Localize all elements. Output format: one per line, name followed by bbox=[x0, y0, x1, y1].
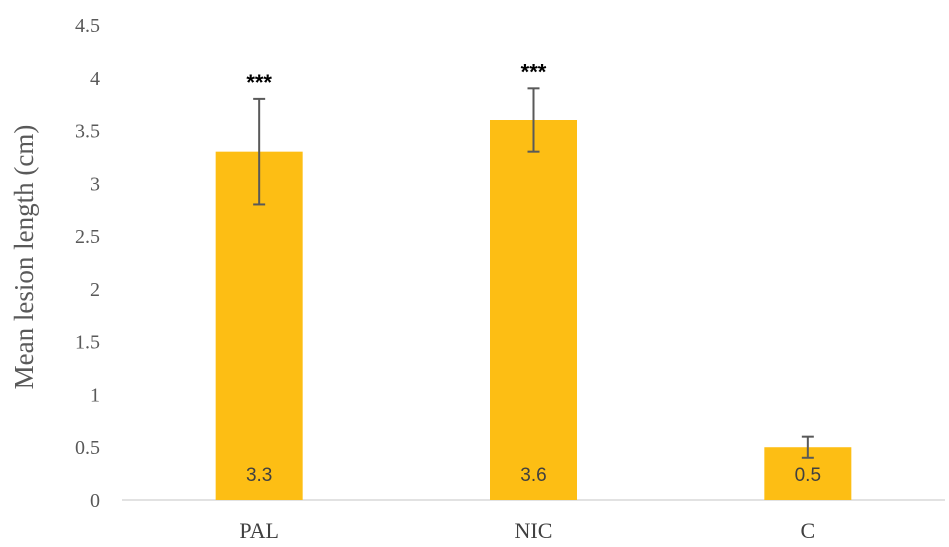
error-bar-pal bbox=[253, 97, 266, 206]
x-tick-label-c: C bbox=[800, 518, 815, 543]
y-tick-label: 1.5 bbox=[75, 332, 100, 354]
bar-nic bbox=[490, 120, 577, 500]
y-tick-label: 0.5 bbox=[75, 437, 100, 459]
y-tick-label: 1 bbox=[90, 384, 100, 406]
significance-label-pal: *** bbox=[246, 70, 272, 95]
data-label-nic: 3.6 bbox=[520, 465, 546, 486]
error-bar-c bbox=[801, 435, 814, 459]
y-tick-label: 4.5 bbox=[75, 15, 100, 37]
data-label-c: 0.5 bbox=[795, 465, 821, 486]
data-label-pal: 3.3 bbox=[246, 465, 272, 486]
bars-group: 3.3 *** 3.6 *** 0.5 bbox=[215, 59, 852, 500]
significance-label-nic: *** bbox=[521, 59, 547, 84]
y-tick-label: 2.5 bbox=[75, 226, 100, 248]
y-tick-label: 3 bbox=[90, 173, 100, 195]
x-axis-labels: PAL NIC C bbox=[239, 518, 815, 543]
x-tick-label-pal: PAL bbox=[239, 518, 279, 543]
y-tick-label: 2 bbox=[90, 279, 100, 301]
error-bar-nic bbox=[527, 87, 540, 153]
y-axis-ticks: 0 0.5 1 1.5 2 2.5 3 3.5 4 4.5 bbox=[75, 15, 100, 512]
y-tick-label: 0 bbox=[90, 490, 100, 512]
bar-pal bbox=[215, 151, 303, 500]
y-tick-label: 3.5 bbox=[75, 121, 100, 143]
x-tick-label-nic: NIC bbox=[515, 518, 553, 543]
y-tick-label: 4 bbox=[90, 68, 100, 90]
y-axis-title-group: Mean lesion length (cm) bbox=[9, 125, 39, 390]
y-axis-title: Mean lesion length (cm) bbox=[9, 125, 39, 390]
